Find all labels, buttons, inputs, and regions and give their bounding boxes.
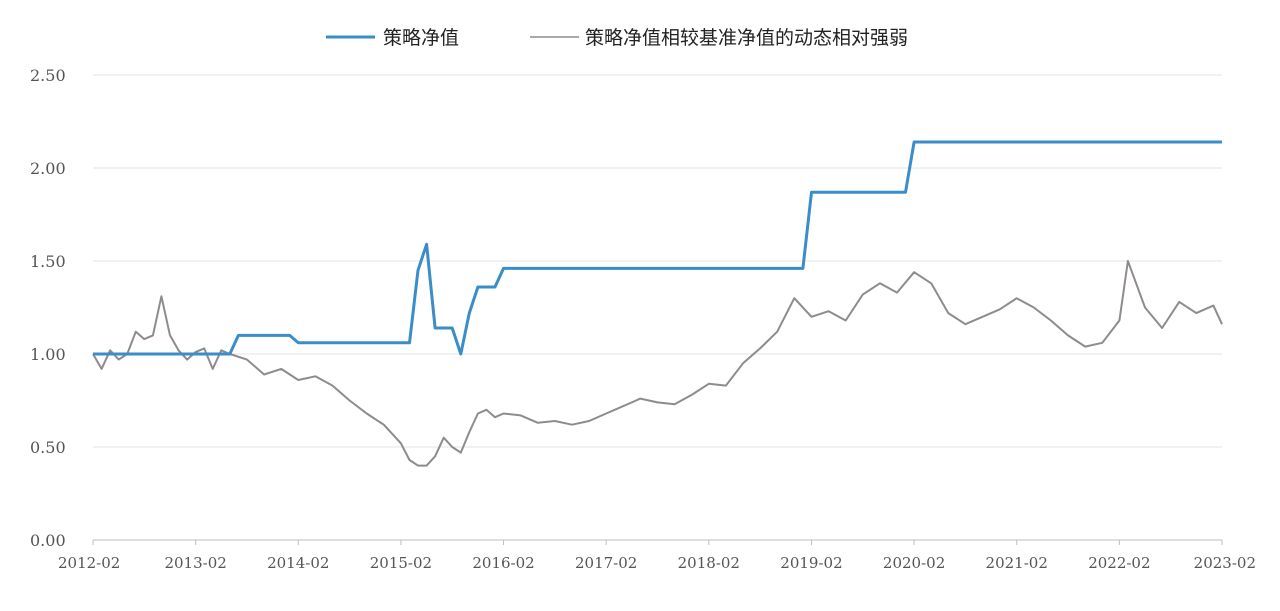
series-line-strategy (93, 140, 1222, 356)
y-tick-label: 2.00 (30, 159, 66, 178)
x-tick-label: 2023-02 (1194, 554, 1256, 572)
x-tick-label: 2017-02 (575, 554, 637, 572)
x-tick-label: 2014-02 (267, 554, 329, 572)
x-tick-label: 2022-02 (1088, 554, 1150, 572)
x-tick-label: 2018-02 (678, 554, 740, 572)
y-tick-label: 2.50 (30, 66, 66, 85)
y-tick-label: 1.00 (30, 345, 66, 364)
grid-lines (93, 74, 1222, 541)
x-tick-label: 2016-02 (472, 554, 534, 572)
y-axis: 0.00 0.50 1.00 1.50 2.00 2.50 (30, 66, 66, 550)
y-tick-label: 0.00 (30, 531, 66, 550)
x-tick-label: 2015-02 (370, 554, 432, 572)
x-tick-label: 2019-02 (780, 554, 842, 572)
legend: 策略净值 策略净值相较基准净值的动态相对强弱 (326, 27, 908, 49)
y-tick-label: 0.50 (30, 438, 66, 457)
series-line-relative-strength (92, 260, 1223, 467)
x-axis: 2012-02 2013-02 2014-02 2015-02 2016-02 2017-… (58, 539, 1256, 572)
y-tick-label: 1.50 (30, 252, 66, 271)
x-tick-label: 2021-02 (986, 554, 1048, 572)
x-tick-label: 2020-02 (883, 554, 945, 572)
x-tick-label: 2013-02 (164, 554, 226, 572)
x-tick-label: 2012-02 (58, 554, 120, 572)
legend-label-strategy: 策略净值 (383, 27, 459, 49)
series-lines (92, 140, 1223, 467)
legend-label-relative-strength: 策略净值相较基准净值的动态相对强弱 (585, 27, 908, 49)
